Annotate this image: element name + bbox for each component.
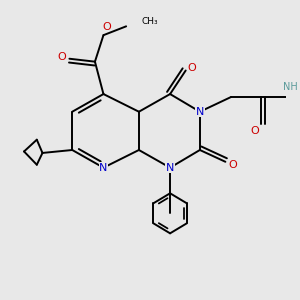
Text: NH: NH xyxy=(283,82,298,92)
Text: O: O xyxy=(187,63,196,73)
Text: O: O xyxy=(251,126,260,136)
Text: O: O xyxy=(102,22,111,32)
Text: N: N xyxy=(196,107,204,117)
Text: N: N xyxy=(166,163,174,173)
Text: O: O xyxy=(57,52,66,62)
Text: N: N xyxy=(99,163,108,173)
Text: O: O xyxy=(228,160,237,170)
Text: CH₃: CH₃ xyxy=(142,16,158,26)
